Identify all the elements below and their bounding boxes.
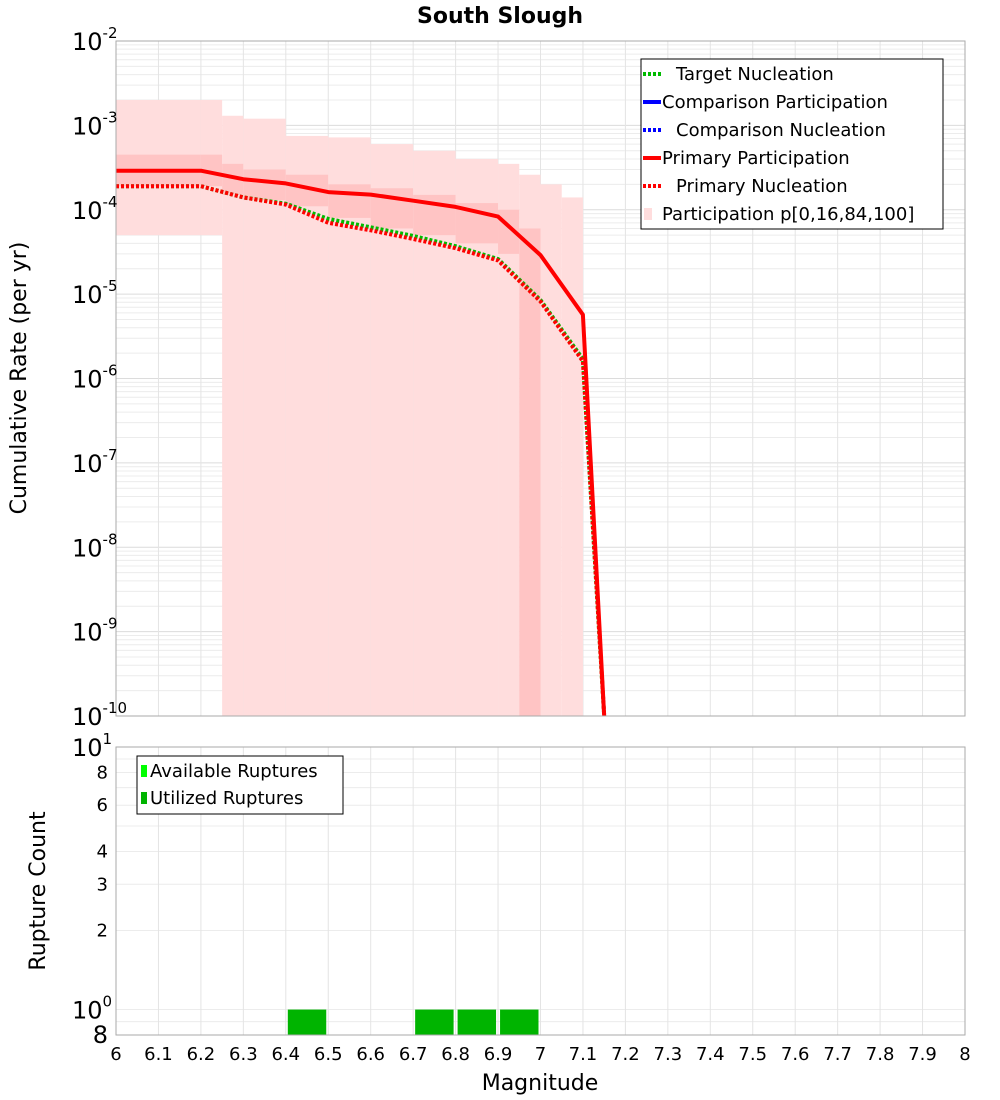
legend-label: Primary Participation [662, 148, 850, 169]
x-tick-label: 6.4 [271, 1044, 300, 1065]
x-tick-label: 6.6 [356, 1044, 385, 1065]
legend-swatch [644, 208, 652, 220]
x-tick-label: 7.1 [569, 1044, 598, 1065]
plot-border [115, 746, 966, 1036]
band-p0-p100 [222, 115, 244, 716]
band-p0-p100 [285, 135, 329, 716]
legend-label: Target Nucleation [675, 64, 834, 85]
y-tick-label: 10-10 [72, 699, 127, 731]
x-tick-label: 6.3 [229, 1044, 258, 1065]
legend-box [640, 58, 944, 230]
top-y-axis-label: Cumulative Rate (per yr) [7, 242, 32, 515]
x-tick-label: 6.8 [441, 1044, 470, 1065]
legend-label: Comparison Participation [662, 92, 888, 113]
legend-label: Primary Nucleation [676, 176, 848, 197]
y-tick-label: 6 [97, 795, 108, 816]
band-p0-p100 [561, 197, 583, 716]
y-tick-label: 10-6 [72, 362, 118, 394]
x-tick-label: 7.3 [654, 1044, 683, 1065]
x-tick-label: 7.4 [696, 1044, 725, 1065]
x-tick-label: 6.2 [187, 1044, 216, 1065]
x-tick-label: 8 [959, 1044, 970, 1065]
x-tick-label: 6.1 [144, 1044, 173, 1065]
band-p16-p84 [200, 154, 223, 187]
x-tick-label: 7.2 [611, 1044, 640, 1065]
y-tick-label: 101 [72, 730, 112, 762]
legend-label: Utilized Ruptures [150, 788, 303, 809]
y-tick-label: 8 [93, 1021, 108, 1049]
y-tick-label: 3 [97, 874, 108, 895]
series-line [116, 184, 607, 716]
band-p16-p84 [222, 163, 244, 195]
bar-utilized [287, 1009, 327, 1035]
x-tick-label: 6.5 [314, 1044, 343, 1065]
band-p16-p84 [328, 184, 371, 218]
x-tick-label: 7.9 [908, 1044, 937, 1065]
y-tick-label: 10-3 [72, 108, 118, 140]
y-tick-label: 8 [97, 762, 108, 783]
legend-box [136, 755, 344, 815]
x-tick-label: 7.7 [823, 1044, 852, 1065]
rate-plot: 10-2 10-3 10-4 10-5 10-6 10-7 10-8 10-9 10-10 Tar… [72, 24, 966, 731]
x-tick-label: 7 [535, 1044, 546, 1065]
x-tick-label: 7.6 [781, 1044, 810, 1065]
plot-border [115, 40, 966, 717]
legend-label: Participation p[0,16,84,100] [662, 204, 914, 225]
legend-label: Available Ruptures [150, 761, 318, 782]
x-tick-label: 7.5 [738, 1044, 767, 1065]
y-tick-label: 10-4 [72, 193, 118, 225]
band-p0-p100 [243, 118, 286, 716]
band-p0-p100 [328, 137, 371, 716]
legend-swatch [141, 765, 147, 777]
band-p0-p100 [540, 184, 562, 716]
y-tick-label: 2 [97, 921, 108, 942]
band-p0-p100 [413, 150, 456, 716]
bar-utilized [457, 1009, 497, 1035]
bar-utilized [415, 1009, 454, 1035]
y-tick-label: 10-9 [72, 615, 118, 647]
x-tick-label: 6.9 [484, 1044, 513, 1065]
y-tick-label: 10-7 [72, 446, 118, 478]
bar-utilized [500, 1009, 539, 1035]
legend-swatch [141, 792, 147, 804]
chart-title: South Slough [417, 4, 583, 29]
y-tick-label: 10-5 [72, 277, 118, 309]
x-tick-label: 6 [110, 1044, 121, 1065]
y-tick-label: 10-8 [72, 530, 118, 562]
bottom-y-axis-label: Rupture Count [26, 811, 51, 971]
x-axis-label: Magnitude [482, 1071, 599, 1096]
plot-area [116, 99, 607, 716]
legend-label: Comparison Nucleation [676, 120, 886, 141]
band-p16-p84 [243, 169, 286, 201]
y-tick-label: 100 [72, 993, 112, 1025]
x-tick-label: 6.7 [399, 1044, 428, 1065]
band-p16-p84 [519, 228, 541, 716]
y-tick-label: 10-2 [72, 24, 118, 56]
y-tick-label: 4 [97, 841, 108, 862]
x-tick-label: 7.8 [866, 1044, 895, 1065]
band-p0-p100 [498, 163, 520, 716]
series-line [116, 168, 607, 716]
